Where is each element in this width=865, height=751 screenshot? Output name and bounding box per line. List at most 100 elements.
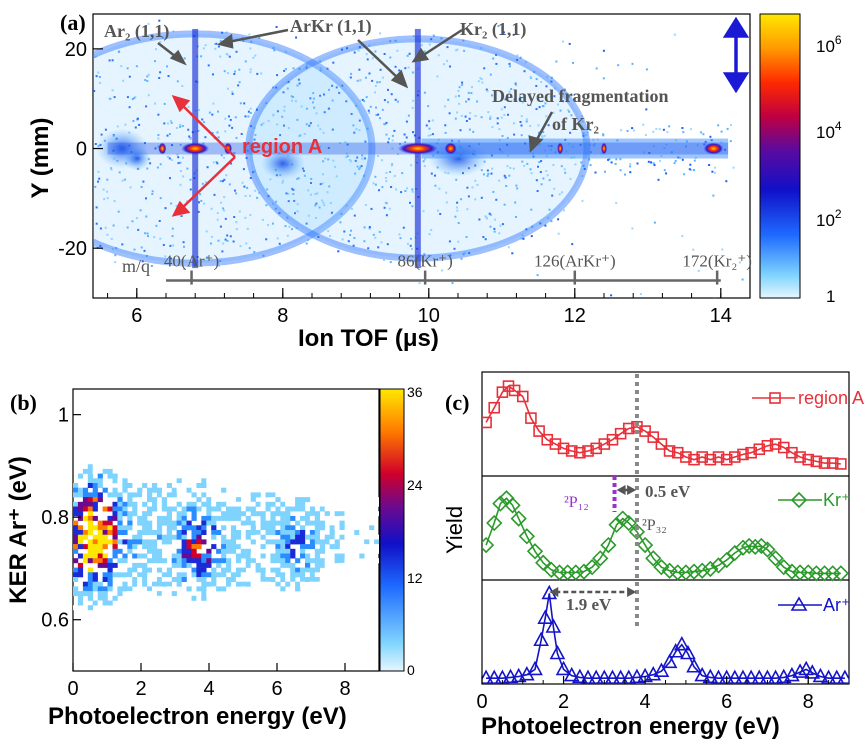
heat-cell: [112, 487, 118, 493]
speckle: [499, 224, 502, 227]
heat-cell: [216, 595, 222, 601]
heat-cell: [305, 544, 311, 550]
speckle: [353, 214, 356, 217]
speckle: [505, 185, 508, 187]
heat-cell: [260, 525, 266, 531]
heat-cell: [240, 511, 246, 517]
panel-b-ytick-label: 0.8: [41, 507, 69, 529]
heat-cell: [191, 525, 197, 531]
speckle: [545, 115, 548, 118]
heat-cell: [364, 525, 370, 531]
speckle: [314, 204, 317, 207]
speckle: [210, 207, 213, 210]
speckle: [354, 172, 357, 175]
heat-cell: [92, 534, 98, 540]
speckle: [647, 160, 650, 163]
speckle: [264, 151, 267, 154]
heat-cell: [290, 534, 296, 540]
marker-triangle: [686, 658, 702, 673]
speckle: [436, 75, 439, 78]
speckle: [508, 90, 511, 93]
heat-cell: [255, 520, 261, 526]
speckle: [403, 133, 406, 136]
heat-cell: [270, 530, 276, 535]
heat-cell: [92, 483, 98, 488]
heat-cell: [230, 595, 237, 601]
speckle: [305, 64, 308, 67]
speckle: [582, 164, 585, 167]
speckle: [305, 123, 308, 126]
speckle: [132, 120, 135, 122]
speckle: [291, 187, 294, 190]
legend-label-kr: Kr⁺: [823, 490, 851, 510]
marker-square: [704, 453, 717, 466]
speckle: [144, 232, 147, 235]
speckle: [321, 199, 324, 202]
heat-cell: [300, 501, 306, 507]
heat-cell: [324, 577, 330, 582]
heat-cell: [255, 501, 261, 507]
arrow-delayed-head: [528, 135, 544, 153]
heat-cell: [314, 497, 320, 503]
heat-cell: [87, 548, 93, 554]
heat-cell: [314, 581, 320, 587]
marker-square: [655, 438, 668, 450]
speckle: [272, 47, 275, 50]
speckle: [253, 127, 256, 129]
speckle: [98, 76, 101, 78]
speckle: [250, 40, 253, 43]
heat-cell: [319, 544, 325, 550]
speckle: [404, 190, 407, 192]
speckle: [140, 246, 143, 249]
heat-cell: [211, 501, 217, 507]
speckle: [631, 127, 634, 130]
speckle: [368, 44, 371, 47]
heat-cell: [161, 483, 167, 488]
heat-cell: [334, 572, 340, 578]
marker-diamond: [592, 550, 609, 567]
heat-cell: [186, 501, 192, 507]
speckle: [223, 156, 225, 159]
heat-cell: [290, 577, 296, 582]
speckle: [219, 225, 222, 228]
speckle: [553, 187, 556, 190]
speckle: [512, 167, 515, 170]
speckle: [405, 120, 408, 123]
speckle: [410, 164, 413, 167]
speckle: [673, 162, 676, 165]
speckle: [276, 237, 279, 240]
speckle: [183, 267, 186, 270]
speckle: [239, 102, 242, 105]
speckle: [574, 163, 577, 166]
heat-cell: [77, 591, 84, 597]
mq-label: 172(Kr₂⁺): [682, 252, 752, 271]
heat-cell: [112, 525, 118, 531]
heat-cell: [87, 581, 93, 587]
heat-cell: [92, 548, 98, 554]
heat-cell: [270, 558, 276, 564]
heat-cell: [186, 525, 192, 531]
speckle: [278, 242, 281, 245]
speckle: [286, 216, 289, 219]
speckle: [563, 168, 566, 171]
speckle: [608, 158, 611, 161]
speckle: [461, 81, 464, 84]
speckle: [448, 240, 451, 243]
heat-cell: [102, 553, 108, 559]
speckle: [375, 106, 377, 109]
speckle: [172, 244, 175, 247]
speckle: [567, 96, 570, 98]
heat-cell: [107, 515, 113, 521]
heat-cell: [226, 539, 232, 545]
heat-cell: [191, 548, 197, 554]
heat-cell: [230, 501, 237, 507]
speckle: [531, 225, 534, 228]
heat-cell: [270, 520, 276, 526]
speckle: [408, 52, 411, 55]
speckle: [692, 248, 695, 251]
heat-cell: [369, 530, 375, 535]
speckle: [366, 58, 369, 61]
marker-square: [488, 401, 501, 414]
heat-cell: [73, 530, 79, 535]
heat-cell: [102, 577, 108, 582]
